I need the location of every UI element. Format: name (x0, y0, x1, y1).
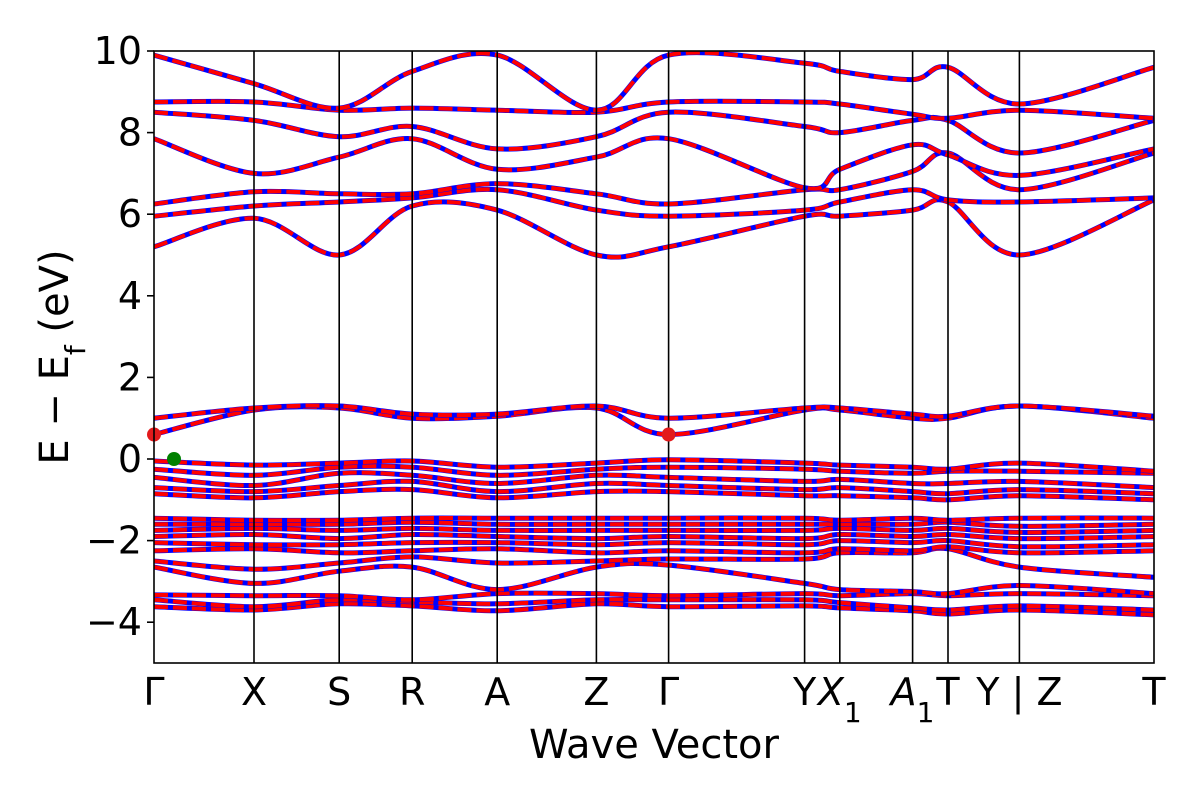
y-axis-ticks: −4 −2 0 2 4 6 8 10 (86, 29, 154, 644)
y-axis-label: E − Ef (eV) (32, 249, 92, 464)
x-tick-label-4: A (484, 670, 510, 714)
x-tick-label-0: Γ (143, 670, 164, 714)
x-tick-label-3: R (399, 670, 425, 714)
x-tick-label-6: Γ (658, 670, 679, 714)
y-tick-label-3: 2 (118, 355, 142, 399)
band-21-spin-down (154, 135, 1154, 192)
x-tick-label-12: T (1141, 670, 1166, 714)
band-16-spin-down (154, 403, 1154, 438)
band-22-spin-down (154, 109, 1154, 156)
y-tick-label-2: 0 (118, 437, 142, 481)
band-20-spin-down (154, 150, 1154, 207)
y-tick-label-6: 8 (118, 111, 142, 155)
band-21-spin-up (154, 135, 1154, 191)
x-tick-label-1: X (241, 670, 267, 714)
x-tick-subscript-8: 1 (844, 696, 862, 729)
x-tick-label-7: Y (792, 670, 817, 714)
y-tick-label-7: 10 (94, 29, 142, 73)
plot-frame (153, 50, 1155, 664)
x-tick-label-8: X1 (816, 670, 862, 729)
band-18-spin-up (154, 197, 1154, 260)
marker-cbm-1 (661, 427, 676, 442)
x-tick-label-5: Z (583, 670, 609, 714)
high-symmetry-lines (253, 51, 1021, 663)
x-tick-label-10: T (935, 670, 960, 714)
y-tick-label-4: 4 (118, 274, 142, 318)
y-tick-label-5: 6 (118, 192, 142, 236)
x-axis-label: Wave Vector (529, 722, 780, 768)
band-16-spin-up (154, 403, 1154, 437)
band-20-spin-up (154, 150, 1154, 207)
bands-layer (154, 51, 1154, 618)
x-tick-label-11: Y | Z (975, 670, 1062, 715)
y-tick-label-1: −2 (86, 519, 142, 563)
y-tick-label-0: −4 (86, 600, 142, 644)
x-tick-subscript-9: 1 (917, 696, 935, 729)
marker-vbm-2 (167, 452, 181, 466)
x-tick-label-2: S (327, 670, 351, 714)
x-tick-label-9: A1 (888, 670, 935, 729)
